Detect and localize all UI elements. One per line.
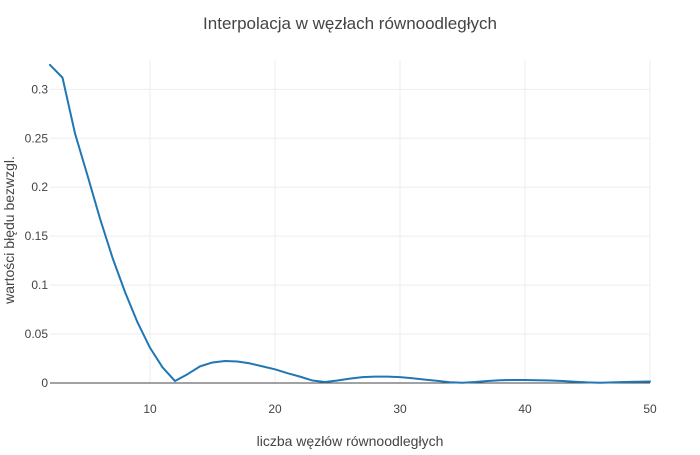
x-axis-title: liczba węzłów równoodległych (257, 433, 444, 449)
x-tick-label: 10 (143, 402, 157, 416)
x-tick-label: 20 (268, 402, 282, 416)
x-tick-label: 50 (643, 402, 657, 416)
axes: 10 20 30 40 50 0 0.05 0.1 0.15 0.2 0.25 0.3 (25, 82, 657, 416)
y-axis-title: wartości błędu bezwzgl. (1, 156, 17, 305)
y-tick-label: 0.3 (31, 82, 48, 96)
y-tick-label: 0.25 (25, 131, 49, 145)
x-tick-label: 40 (518, 402, 532, 416)
y-tick-label: 0.15 (25, 229, 49, 243)
series-line (49, 63, 651, 384)
chart-title: Interpolacja w węzłach równoodległych (203, 14, 497, 33)
y-tick-label: 0 (41, 376, 48, 390)
y-tick-label: 0.2 (31, 180, 48, 194)
y-tick-label: 0.05 (25, 327, 49, 341)
x-tick-label: 30 (393, 402, 407, 416)
y-tick-label: 0.1 (31, 278, 48, 292)
series-layer (49, 63, 651, 384)
grid (50, 60, 651, 383)
